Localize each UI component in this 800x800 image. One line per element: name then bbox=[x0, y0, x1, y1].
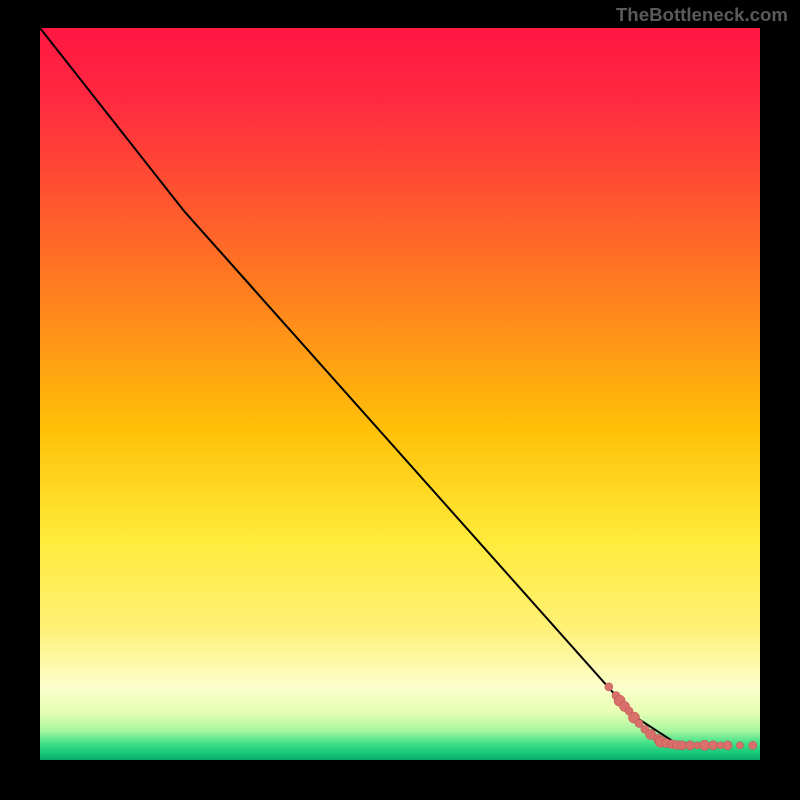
data-marker bbox=[700, 740, 710, 750]
attribution-text: TheBottleneck.com bbox=[616, 4, 788, 26]
chart-svg bbox=[0, 0, 800, 800]
data-marker bbox=[723, 741, 732, 750]
data-marker bbox=[686, 741, 695, 750]
plot-background bbox=[40, 28, 760, 760]
data-marker bbox=[736, 742, 743, 749]
data-marker bbox=[605, 683, 613, 691]
data-marker bbox=[749, 741, 757, 749]
chart-root: TheBottleneck.com bbox=[0, 0, 800, 800]
data-marker bbox=[709, 741, 718, 750]
